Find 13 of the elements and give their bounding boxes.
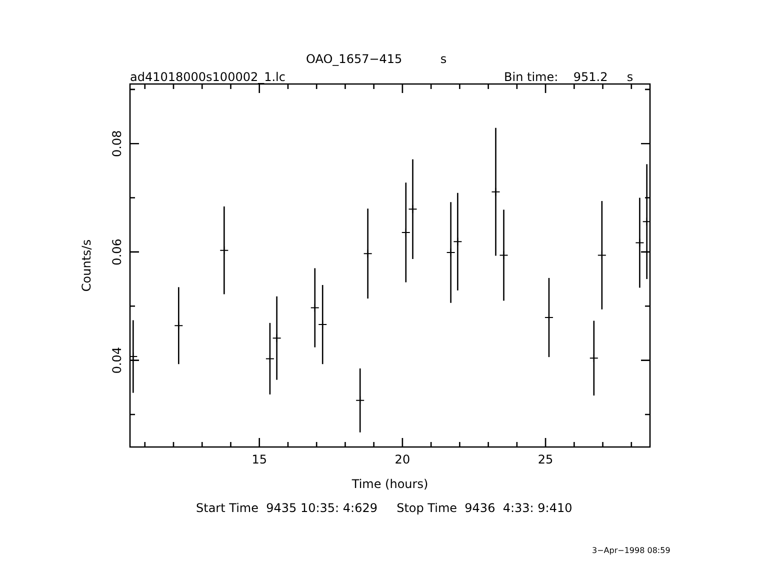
annotation: ad41018000s100002_1.lc [130,70,286,84]
chart-title: OAO_1657−415 s [306,52,447,66]
x-tick-label: 20 [394,452,410,466]
x-tick-label: 15 [252,452,267,466]
x-axis-title: Time (hours) [350,476,428,491]
text: 3−Apr−1998 08:59 [592,546,670,556]
y-tick-label: 0.04 [110,346,124,374]
y-tick-label: 0.06 [110,238,124,266]
x-tick-label: 25 [538,452,554,466]
text: Start Time 9435 10:35: 4:629 Stop Time 9436 4:33: 9:410 [196,501,572,515]
annotation: Bin time: 951.2 s [504,70,634,84]
y-axis-title: Counts/s [79,239,94,292]
y-tick-label: 0.08 [110,130,124,157]
